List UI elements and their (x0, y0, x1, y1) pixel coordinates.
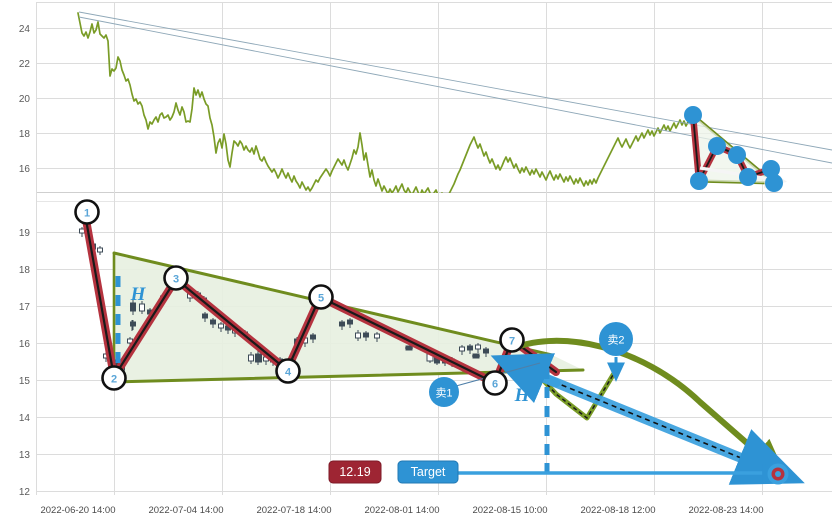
bot-ytick-1: 18 (19, 265, 31, 276)
xtick-2: 2022-07-18 14:00 (256, 505, 331, 516)
target-label-badge[interactable]: Target (397, 460, 459, 484)
sell-marker-1[interactable]: 卖1 (429, 377, 459, 407)
top-wedge-pivot-dots (684, 106, 783, 192)
pivot-marker-4[interactable]: 4 (275, 358, 301, 384)
h-measure-right-label: H (514, 385, 531, 406)
target-price-badge[interactable]: 12.19 (328, 460, 382, 484)
top-y-axis: 24 22 20 18 16 (19, 24, 31, 175)
h-measure-left-label: H (130, 284, 147, 305)
pivot-marker-7[interactable]: 7 (499, 327, 525, 353)
xtick-6: 2022-08-23 14:00 (688, 505, 763, 516)
wave-pivot-markers[interactable]: 1 2 3 4 5 6 7 (74, 199, 525, 396)
bottom-y-axis: 19 18 17 16 15 14 13 12 (19, 228, 31, 498)
xtick-1: 2022-07-04 14:00 (148, 505, 223, 516)
breakout-point-arrow (490, 353, 561, 404)
pivot-marker-3[interactable]: 3 (163, 265, 189, 291)
x-axis-labels: 2022-06-20 14:00 2022-07-04 14:00 2022-0… (40, 505, 763, 516)
top-ytick-0: 24 (19, 24, 31, 35)
bot-ytick-4: 15 (19, 376, 31, 387)
pivot-marker-7-label: 7 (509, 336, 515, 348)
pivot-marker-4-label: 4 (285, 367, 292, 379)
pivot-marker-5[interactable]: 5 (308, 284, 334, 310)
sell-marker-2[interactable]: 卖2 (599, 322, 633, 356)
bot-ytick-7: 12 (19, 487, 31, 498)
target-bullseye (767, 463, 789, 485)
xtick-0: 2022-06-20 14:00 (40, 505, 115, 516)
bot-ytick-6: 13 (19, 450, 31, 461)
pivot-marker-6-label: 6 (492, 379, 498, 391)
target-projection-core (519, 367, 779, 474)
xtick-3: 2022-08-01 14:00 (364, 505, 439, 516)
xtick-5: 2022-08-18 12:00 (580, 505, 655, 516)
top-ytick-2: 20 (19, 94, 31, 105)
target-price-badge-label: 12.19 (339, 465, 370, 479)
pivot-marker-3-label: 3 (173, 274, 179, 286)
top-breakout-arrow (699, 166, 788, 189)
bot-ytick-5: 14 (19, 413, 31, 424)
bot-ytick-3: 16 (19, 339, 31, 350)
bot-ytick-2: 17 (19, 302, 31, 313)
sell-marker-1-label: 卖1 (435, 387, 452, 400)
pivot-marker-5-label: 5 (318, 293, 324, 305)
pivot-marker-2[interactable]: 2 (101, 365, 127, 391)
grid-lines (36, 2, 832, 495)
top-ytick-1: 22 (19, 59, 31, 70)
pivot-marker-1-label: 1 (84, 208, 90, 220)
upper-trendline (78, 11, 832, 151)
price-history-line (77, 12, 693, 193)
bot-ytick-0: 19 (19, 228, 31, 239)
bottom-panel (79, 210, 805, 485)
target-label-badge-label: Target (411, 465, 446, 479)
top-ytick-3: 18 (19, 129, 31, 140)
pivot-marker-1[interactable]: 1 (74, 199, 100, 225)
top-ytick-4: 16 (19, 164, 31, 175)
descending-wedge-fill (114, 253, 583, 382)
pivot-marker-2-label: 2 (111, 374, 117, 386)
xtick-4: 2022-08-15 10:00 (472, 505, 547, 516)
top-panel (77, 11, 832, 193)
pivot-marker-6[interactable]: 6 (482, 370, 508, 396)
sell-marker-2-label: 卖2 (607, 334, 624, 347)
